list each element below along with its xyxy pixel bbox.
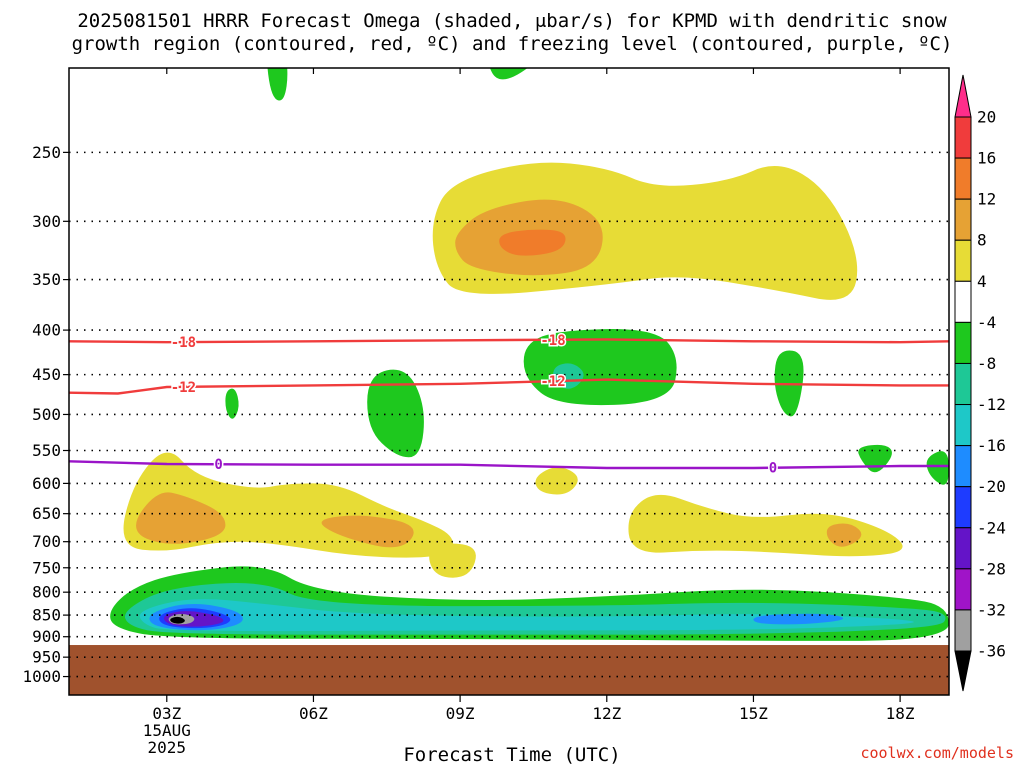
y-tick-label-300: 300 <box>32 212 61 231</box>
omega-region-4 <box>367 369 424 458</box>
colorbar-swatch-11 <box>954 568 972 611</box>
x-tick-label-18Z: 18Z <box>886 704 915 723</box>
x-tick-label-12Z: 12Z <box>592 704 621 723</box>
y-tick-label-900: 900 <box>32 627 61 646</box>
colorbar-label-8: -16 <box>977 436 1006 455</box>
omega-region-1 <box>489 68 528 80</box>
colorbar-swatch-10 <box>954 527 972 570</box>
omega-region-20 <box>499 229 566 256</box>
colorbar-swatch-8 <box>954 445 972 488</box>
omega-region-26 <box>628 494 903 557</box>
x-tick-label-06Z: 06Z <box>299 704 328 723</box>
colorbar-swatch-1 <box>954 157 972 200</box>
colorbar-swatch-4 <box>954 280 972 323</box>
surface-layer <box>69 645 949 695</box>
chart-title-line-2: growth region (contoured, red, ºC) and f… <box>71 33 953 55</box>
y-tick-label-950: 950 <box>32 648 61 667</box>
colorbar-label-3: 8 <box>977 231 987 250</box>
contour-label-0-0: -18 <box>171 335 196 351</box>
y-tick-label-400: 400 <box>32 321 61 340</box>
x-date-label-0: 15AUG <box>143 721 191 740</box>
colorbar-label-11: -28 <box>977 559 1006 578</box>
contour-label-2-1: 0 <box>769 461 777 477</box>
colorbar-label-6: -8 <box>977 354 996 373</box>
y-tick-label-750: 750 <box>32 558 61 577</box>
colorbar-swatch-9 <box>954 486 972 529</box>
colorbar-label-1: 16 <box>977 149 996 168</box>
colorbar-label-2: 12 <box>977 190 996 209</box>
y-tick-label-800: 800 <box>32 583 61 602</box>
contour-label-1-0: -12 <box>171 380 196 396</box>
y-axis: 250 300 350 400 450 500 550 600 650 700 750 800 850 9… <box>22 143 69 686</box>
plot-frame <box>68 67 950 696</box>
y-tick-label-550: 550 <box>32 441 61 460</box>
omega-region-25 <box>429 543 476 578</box>
omega-region-0 <box>267 68 288 101</box>
contour-line-2 <box>69 460 949 470</box>
credit-link[interactable]: coolwx.com/models <box>860 744 1014 762</box>
colorbar-label-13: -36 <box>977 642 1006 661</box>
y-tick-label-250: 250 <box>32 143 61 162</box>
x-tick-label-09Z: 09Z <box>446 704 475 723</box>
colorbar-label-12: -32 <box>977 600 1006 619</box>
colorbar-swatch-7 <box>954 404 972 447</box>
colorbar-swatch-0 <box>954 116 972 159</box>
y-tick-label-1000: 1000 <box>22 667 61 686</box>
colorbar-swatch-3 <box>954 239 972 282</box>
y-tick-label-600: 600 <box>32 474 61 493</box>
colorbar-label-4: 4 <box>977 272 987 291</box>
colorbar-swatch-5 <box>954 321 972 364</box>
omega-region-5 <box>225 388 239 419</box>
contour-label-1-1: -12 <box>540 374 565 390</box>
omega-shading-layer <box>110 68 949 641</box>
colorbar-top-arrow <box>954 74 972 118</box>
colorbar-label-7: -12 <box>977 395 1006 414</box>
colorbar-swatch-12 <box>954 609 972 652</box>
y-tick-label-500: 500 <box>32 405 61 424</box>
contour-label-0-1: -18 <box>540 333 565 349</box>
colorbar: 20 16 12 8 4 -4 -8 -12 -16 -20 -24 -28 -32 -36 <box>954 74 1006 692</box>
x-date-label-1: 2025 <box>148 738 187 757</box>
colorbar-label-10: -24 <box>977 518 1006 537</box>
contour-layer: -18 -18 -12 -12 0 0 <box>69 331 949 478</box>
colorbar-label-5: -4 <box>977 313 996 332</box>
colorbar-bottom-arrow <box>954 650 972 692</box>
contour-line-0 <box>69 338 949 344</box>
y-tick-label-350: 350 <box>32 270 61 289</box>
colorbar-label-0: 20 <box>977 108 996 127</box>
omega-region-24 <box>535 467 578 495</box>
omega-region-11 <box>139 599 914 632</box>
contour-line-1 <box>69 378 949 395</box>
omega-region-7 <box>858 444 892 473</box>
x-tick-label-15Z: 15Z <box>739 704 768 723</box>
y-tick-label-650: 650 <box>32 504 61 523</box>
ground-surface <box>69 645 949 695</box>
omega-region-22 <box>136 492 226 544</box>
omega-region-8 <box>926 451 949 485</box>
y-tick-label-850: 850 <box>32 606 61 625</box>
x-tick-label-03Z: 03Z <box>152 704 181 723</box>
x-axis-label: Forecast Time (UTC) <box>403 744 621 766</box>
y-tick-label-450: 450 <box>32 365 61 384</box>
omega-region-23 <box>321 515 414 548</box>
y-tick-label-700: 700 <box>32 532 61 551</box>
omega-region-3 <box>553 363 584 389</box>
contour-label-2-0: 0 <box>214 457 222 473</box>
colorbar-label-9: -20 <box>977 477 1006 496</box>
omega-region-17 <box>170 616 185 624</box>
colorbar-swatch-6 <box>954 362 972 406</box>
chart-title-line-1: 2025081501 HRRR Forecast Omega (shaded, … <box>77 10 947 32</box>
omega-region-12 <box>753 613 844 625</box>
colorbar-swatch-2 <box>954 198 972 241</box>
